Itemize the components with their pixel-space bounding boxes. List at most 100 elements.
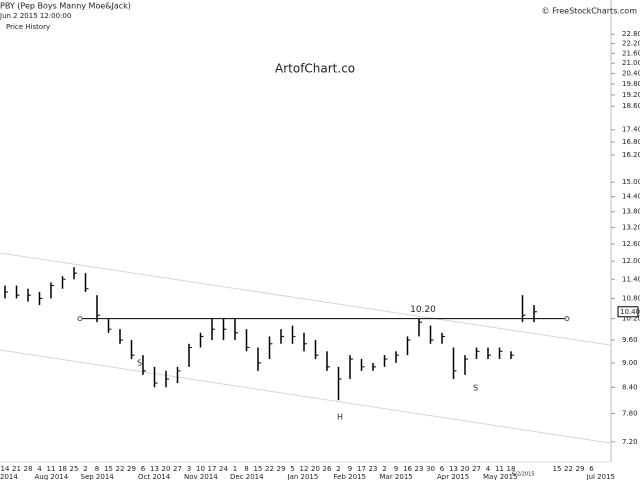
x-tick-label: 22 [116,465,125,473]
month-label: Jan 2015 [287,473,319,480]
x-tick-label: 2 [83,465,87,473]
y-tick-label: 7.80 [622,410,638,418]
source: © FreeStockCharts.com [542,7,638,16]
x-tick-label: 15 [553,465,562,473]
annotation: S [473,384,478,393]
y-tick-label: 7.20 [622,438,638,446]
x-tick-label: 27 [472,465,481,473]
x-tick-label: 26 [323,465,332,473]
x-tick-label: 20 [162,465,171,473]
y-tick-label: 13.20 [622,223,640,231]
y-tick-label: 14.40 [622,193,640,201]
x-tick-label: 20 [311,465,320,473]
panel-label: Price History [6,23,50,31]
month-label: Oct 2014 [138,473,171,480]
x-tick-label: 15 [104,465,113,473]
y-tick-label: 22.20 [622,40,640,48]
month-label: 2014 [0,473,18,480]
neckline-end [77,316,83,322]
y-tick-label: 18.60 [622,102,640,110]
annotation: S [137,359,142,368]
month-label: Nov 2014 [184,473,218,480]
x-tick-label: 25 [70,465,79,473]
x-tick-label: 1 [233,465,237,473]
y-tick-label: 11.40 [622,275,640,283]
x-tick-label: 13 [449,465,458,473]
y-tick-label: 10.20 [622,315,640,323]
y-tick-label: 20.40 [622,69,640,77]
x-tick-label: 6 [141,465,146,473]
y-tick-label: 12.00 [622,257,640,265]
month-label: Sep 2014 [81,473,115,480]
neckline-end [564,316,570,322]
y-tick-label: 21.00 [622,59,640,67]
month-label: May 2015 [483,473,518,480]
y-tick-label: 19.20 [622,91,640,99]
x-tick-label: 5 [290,465,294,473]
x-tick-label: 17 [208,465,217,473]
x-tick-label: 10 [196,465,205,473]
x-tick-label: 9 [348,465,352,473]
channel-lower [0,349,611,444]
y-tick-label: 19.80 [622,80,640,88]
x-tick-label: 23 [369,465,378,473]
y-tick-label: 16.80 [622,138,640,146]
month-label: Aug 2014 [35,473,69,480]
chart-subtitle: Jun 2 2015 12:00:00 [0,12,71,20]
y-tick-label: 10.80 [622,294,640,302]
x-tick-label: 30 [426,465,435,473]
x-tick-label: 4 [37,465,42,473]
x-tick-label: 8 [95,465,99,473]
x-tick-label: 2 [336,465,340,473]
x-tick-label: 15 [254,465,263,473]
neckline-label: 10.20 [410,305,436,315]
month-label: Dec 2014 [230,473,264,480]
x-tick-label: 29 [576,465,585,473]
watermark: ArtofChart.co [275,62,355,76]
last-price-box [617,306,639,318]
annotation: H [337,413,343,422]
x-tick-label: 14 [1,465,10,473]
x-tick-label: 12 [300,465,309,473]
channel-upper [0,252,611,346]
y-tick-label: 21.60 [622,49,640,57]
x-tick-label: 13 [150,465,159,473]
x-tick-label: 6 [440,465,445,473]
x-tick-label: 4 [486,465,491,473]
x-tick-label: 21 [12,465,21,473]
month-label: Feb 2015 [334,473,366,480]
y-tick-label: 13.80 [622,208,640,216]
x-tick-label: 9 [394,465,398,473]
x-tick-label: 11 [47,465,56,473]
y-tick-label: 8.40 [622,383,638,391]
month-label: Jul 2015 [586,473,616,480]
x-tick-label: 20 [461,465,470,473]
y-tick-label: 9.00 [622,359,638,367]
y-tick-label: 17.40 [622,126,640,134]
x-tick-label: 8 [244,465,248,473]
x-tick-label: 28 [24,465,33,473]
x-tick-label: 22 [265,465,274,473]
month-label: Mar 2015 [380,473,413,480]
x-tick-label: 18 [58,465,67,473]
y-tick-label: 15.00 [622,178,640,186]
last-price-label: 10.40 [620,308,640,316]
chart-title: PBY (Pep Boys Manny Moe&Jack) [0,2,131,11]
x-tick-label: 11 [495,465,504,473]
y-tick-label: 22.80 [622,30,640,38]
x-tick-label: 22 [564,465,573,473]
x-tick-label: 6 [589,465,594,473]
x-tick-label: 27 [173,465,182,473]
y-tick-label: 16.20 [622,151,640,159]
y-tick-label: 12.60 [622,240,640,248]
month-label: Apr 2015 [437,473,469,480]
x-tick-label: 24 [219,465,228,473]
x-tick-label: 16 [403,465,412,473]
date-marker: 6/2/2015 [512,472,534,478]
x-tick-label: 29 [277,465,286,473]
x-tick-label: 17 [357,465,366,473]
x-tick-label: 23 [415,465,424,473]
